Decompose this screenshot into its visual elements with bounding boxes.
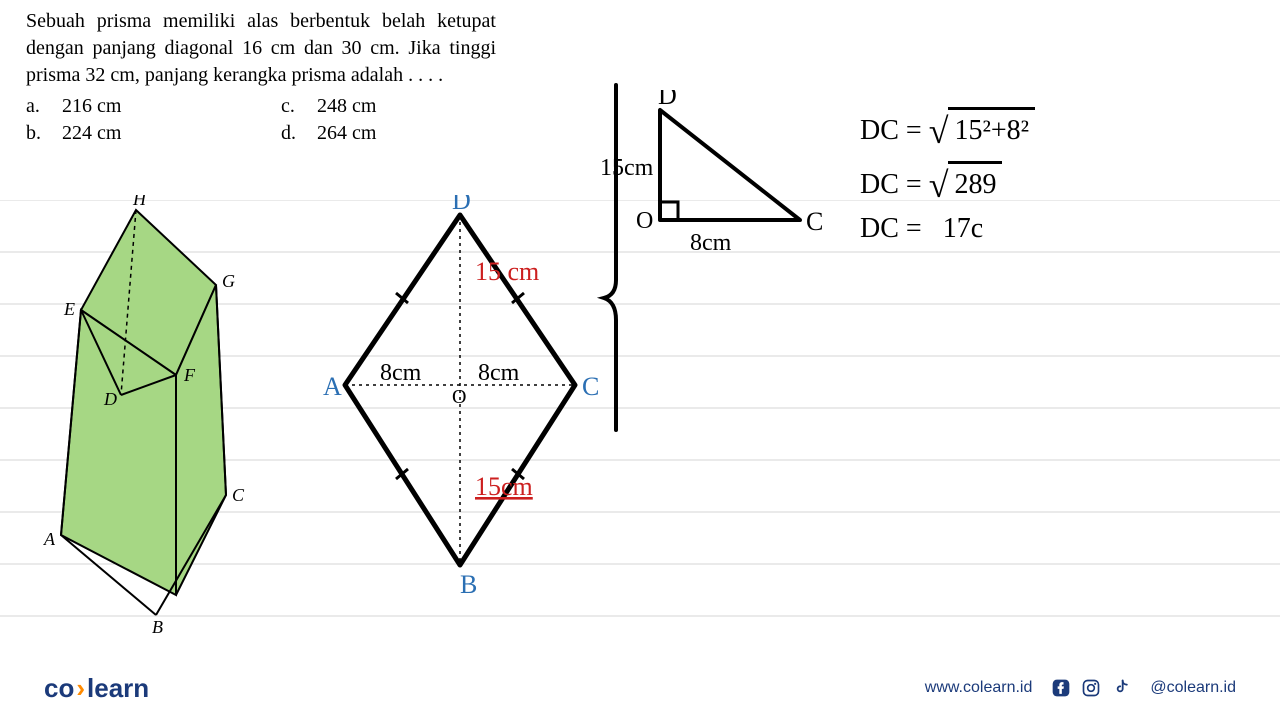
brand-logo: co›learn — [44, 673, 149, 704]
tri-15: 15cm — [600, 155, 654, 181]
question-text: Sebuah prisma memiliki alas berbentuk be… — [26, 8, 496, 89]
facebook-icon — [1050, 677, 1072, 699]
rhombus-O: O — [452, 386, 466, 408]
instagram-icon — [1080, 677, 1102, 699]
eq-line-3: DC = 17c — [860, 208, 1035, 250]
rhombus-D: D — [452, 195, 471, 215]
rhombus-8b: 8cm — [478, 360, 520, 386]
rhombus-A: A — [323, 372, 342, 401]
vertex-D: D — [103, 389, 117, 409]
triangle-figure: D O C 15cm 8cm — [600, 90, 850, 270]
rhombus-15b: 15cm — [475, 472, 533, 501]
vertex-F: F — [183, 365, 196, 385]
rhombus-figure: D A C B O 15 cm 15cm 8cm 8cm — [310, 195, 610, 625]
options-grid: a.216 cm c.248 cm b.224 cm d.264 cm — [26, 93, 496, 147]
rhombus-B: B — [460, 570, 477, 599]
rhombus-8a: 8cm — [380, 360, 422, 386]
rhombus-15a: 15 cm — [475, 257, 539, 286]
footer-right: www.colearn.id @colearn.id — [925, 677, 1236, 699]
tri-O: O — [636, 208, 653, 234]
tri-8: 8cm — [690, 230, 732, 256]
vertex-E: E — [63, 299, 75, 319]
eq-line-1: DC = √15²+8² — [860, 100, 1035, 154]
footer-url: www.colearn.id — [925, 679, 1033, 697]
prism-figure: H G F E D C B A — [26, 195, 256, 635]
eq-line-2: DC = √289 — [860, 154, 1035, 208]
tri-C: C — [806, 207, 823, 236]
vertex-A: A — [43, 529, 56, 549]
tri-D: D — [658, 90, 677, 110]
option-b: b.224 cm — [26, 120, 241, 147]
vertex-H: H — [132, 195, 147, 209]
option-d: d.264 cm — [281, 120, 496, 147]
vertex-G: G — [222, 271, 235, 291]
vertex-C: C — [232, 485, 245, 505]
option-a: a.216 cm — [26, 93, 241, 120]
footer-handle: @colearn.id — [1150, 679, 1236, 697]
tiktok-icon — [1110, 677, 1132, 699]
footer: co›learn www.colearn.id @colearn.id — [0, 668, 1280, 708]
equations-block: DC = √15²+8² DC = √289 DC = 17c — [860, 100, 1035, 250]
vertex-B: B — [152, 617, 163, 635]
option-c: c.248 cm — [281, 93, 496, 120]
question-block: Sebuah prisma memiliki alas berbentuk be… — [26, 8, 496, 147]
